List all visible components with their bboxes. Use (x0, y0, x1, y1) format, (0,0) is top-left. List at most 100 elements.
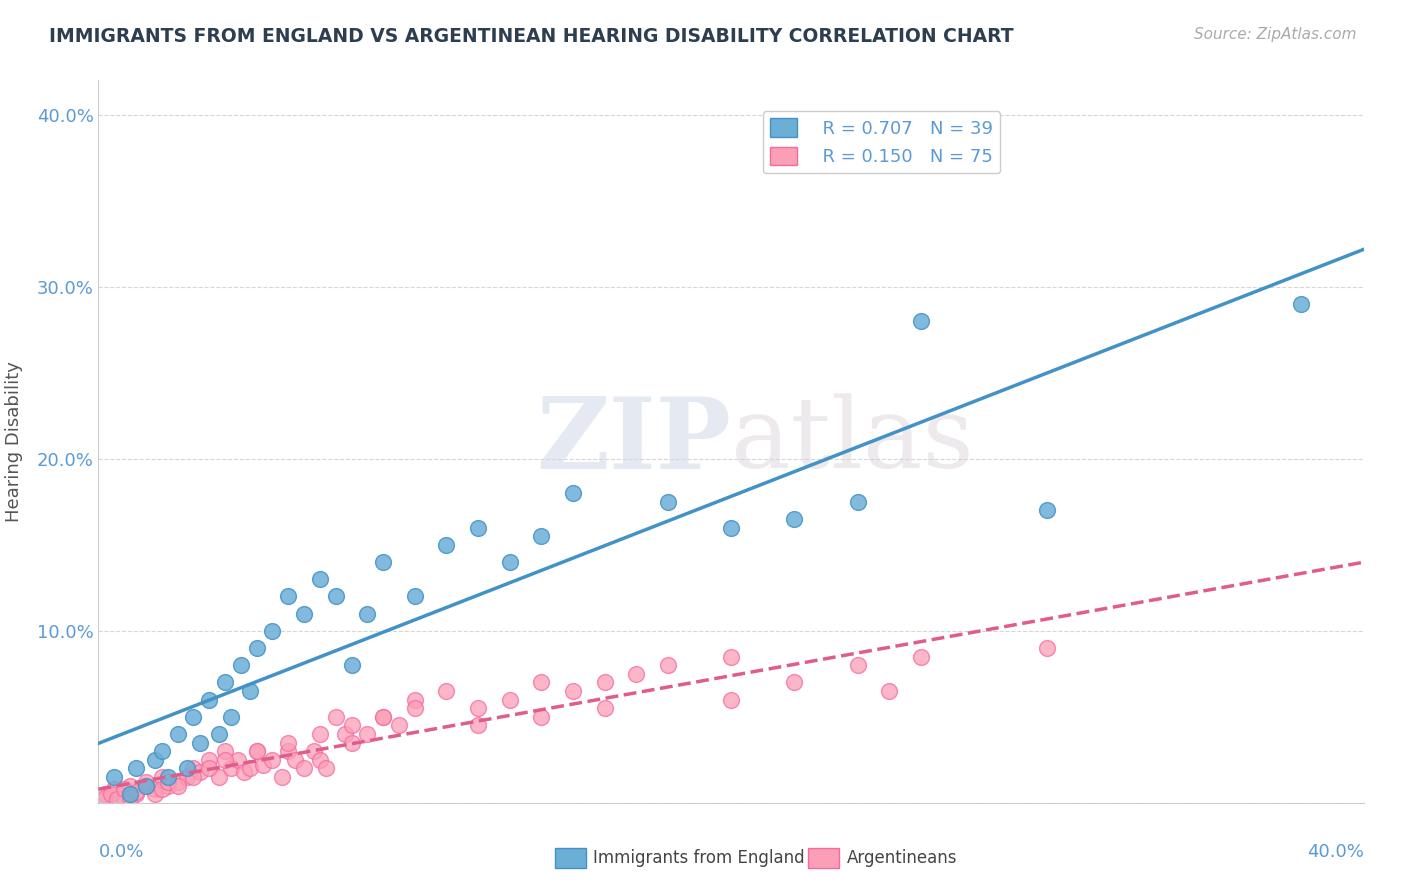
Point (292, 761, 315, 775)
Point (100, 787, 122, 801)
Point (145, 753, 166, 767)
Point (877, 684, 900, 698)
Point (910, 314, 932, 328)
Point (198, 753, 221, 767)
Point (315, 761, 337, 775)
Point (198, 692, 221, 706)
Point (166, 779, 188, 793)
Point (176, 770, 198, 784)
Point (107, 792, 129, 806)
Point (145, 787, 166, 801)
Point (188, 764, 211, 779)
Text: IMMIGRANTS FROM ENGLAND VS ARGENTINEAN HEARING DISABILITY CORRELATION CHART: IMMIGRANTS FROM ENGLAND VS ARGENTINEAN H… (49, 27, 1014, 45)
Point (302, 744, 325, 758)
Point (120, 779, 141, 793)
Point (157, 779, 180, 793)
Point (561, 684, 585, 698)
Point (229, 658, 252, 673)
Point (183, 710, 205, 724)
Point (93, 790, 117, 805)
Point (176, 761, 198, 775)
Point (593, 701, 616, 715)
Point (309, 572, 332, 586)
Point (371, 555, 394, 569)
Point (277, 735, 299, 749)
Point (561, 486, 585, 500)
Point (325, 590, 347, 604)
Point (150, 782, 173, 797)
Point (166, 727, 188, 741)
Point (356, 727, 378, 741)
Point (309, 753, 332, 767)
Point (198, 761, 221, 775)
Legend:   R = 0.707   N = 39,   R = 0.150   N = 75: R = 0.707 N = 39, R = 0.150 N = 75 (762, 111, 1001, 173)
Point (188, 735, 211, 749)
Point (135, 775, 157, 789)
Point (103, 770, 125, 784)
Point (530, 529, 553, 543)
Point (135, 779, 157, 793)
Point (150, 770, 173, 784)
Point (335, 727, 357, 741)
Point (1036, 640, 1059, 655)
FancyBboxPatch shape (808, 848, 839, 868)
Point (277, 590, 299, 604)
Point (262, 753, 284, 767)
Point (183, 761, 205, 775)
Text: Immigrants from England: Immigrants from England (593, 849, 806, 867)
Point (214, 675, 236, 690)
Point (593, 675, 616, 690)
Text: Source: ZipAtlas.com: Source: ZipAtlas.com (1194, 27, 1357, 42)
Point (624, 666, 647, 681)
Point (436, 684, 458, 698)
Point (467, 701, 489, 715)
Point (120, 787, 141, 801)
Text: atlas: atlas (731, 393, 974, 490)
Point (135, 779, 157, 793)
Text: ZIP: ZIP (536, 393, 731, 490)
Point (498, 692, 520, 706)
Point (530, 675, 553, 690)
Text: 0.0%: 0.0% (98, 843, 143, 861)
Point (246, 744, 269, 758)
Point (436, 538, 458, 552)
Point (125, 785, 148, 799)
Point (103, 782, 125, 797)
Point (214, 744, 236, 758)
Point (404, 701, 426, 715)
Point (125, 761, 148, 775)
Point (284, 753, 307, 767)
Point (262, 624, 284, 638)
Point (252, 758, 274, 772)
Point (371, 710, 394, 724)
FancyBboxPatch shape (555, 848, 586, 868)
Point (356, 607, 378, 621)
Point (239, 684, 262, 698)
Point (720, 649, 742, 664)
Point (125, 787, 148, 801)
Point (150, 744, 173, 758)
Point (112, 790, 135, 805)
Point (910, 649, 932, 664)
Point (498, 555, 520, 569)
Point (309, 727, 332, 741)
Point (120, 790, 141, 805)
Point (657, 494, 679, 508)
Point (340, 718, 363, 732)
Point (214, 753, 236, 767)
Point (157, 770, 180, 784)
Point (530, 710, 553, 724)
Point (246, 640, 269, 655)
Point (208, 770, 231, 784)
Point (219, 761, 243, 775)
Point (720, 692, 742, 706)
Point (846, 658, 869, 673)
Point (783, 675, 806, 690)
Point (246, 744, 269, 758)
Point (467, 718, 489, 732)
Point (270, 770, 294, 784)
Point (112, 782, 135, 797)
Point (783, 512, 806, 526)
Point (846, 494, 869, 508)
Point (239, 761, 262, 775)
